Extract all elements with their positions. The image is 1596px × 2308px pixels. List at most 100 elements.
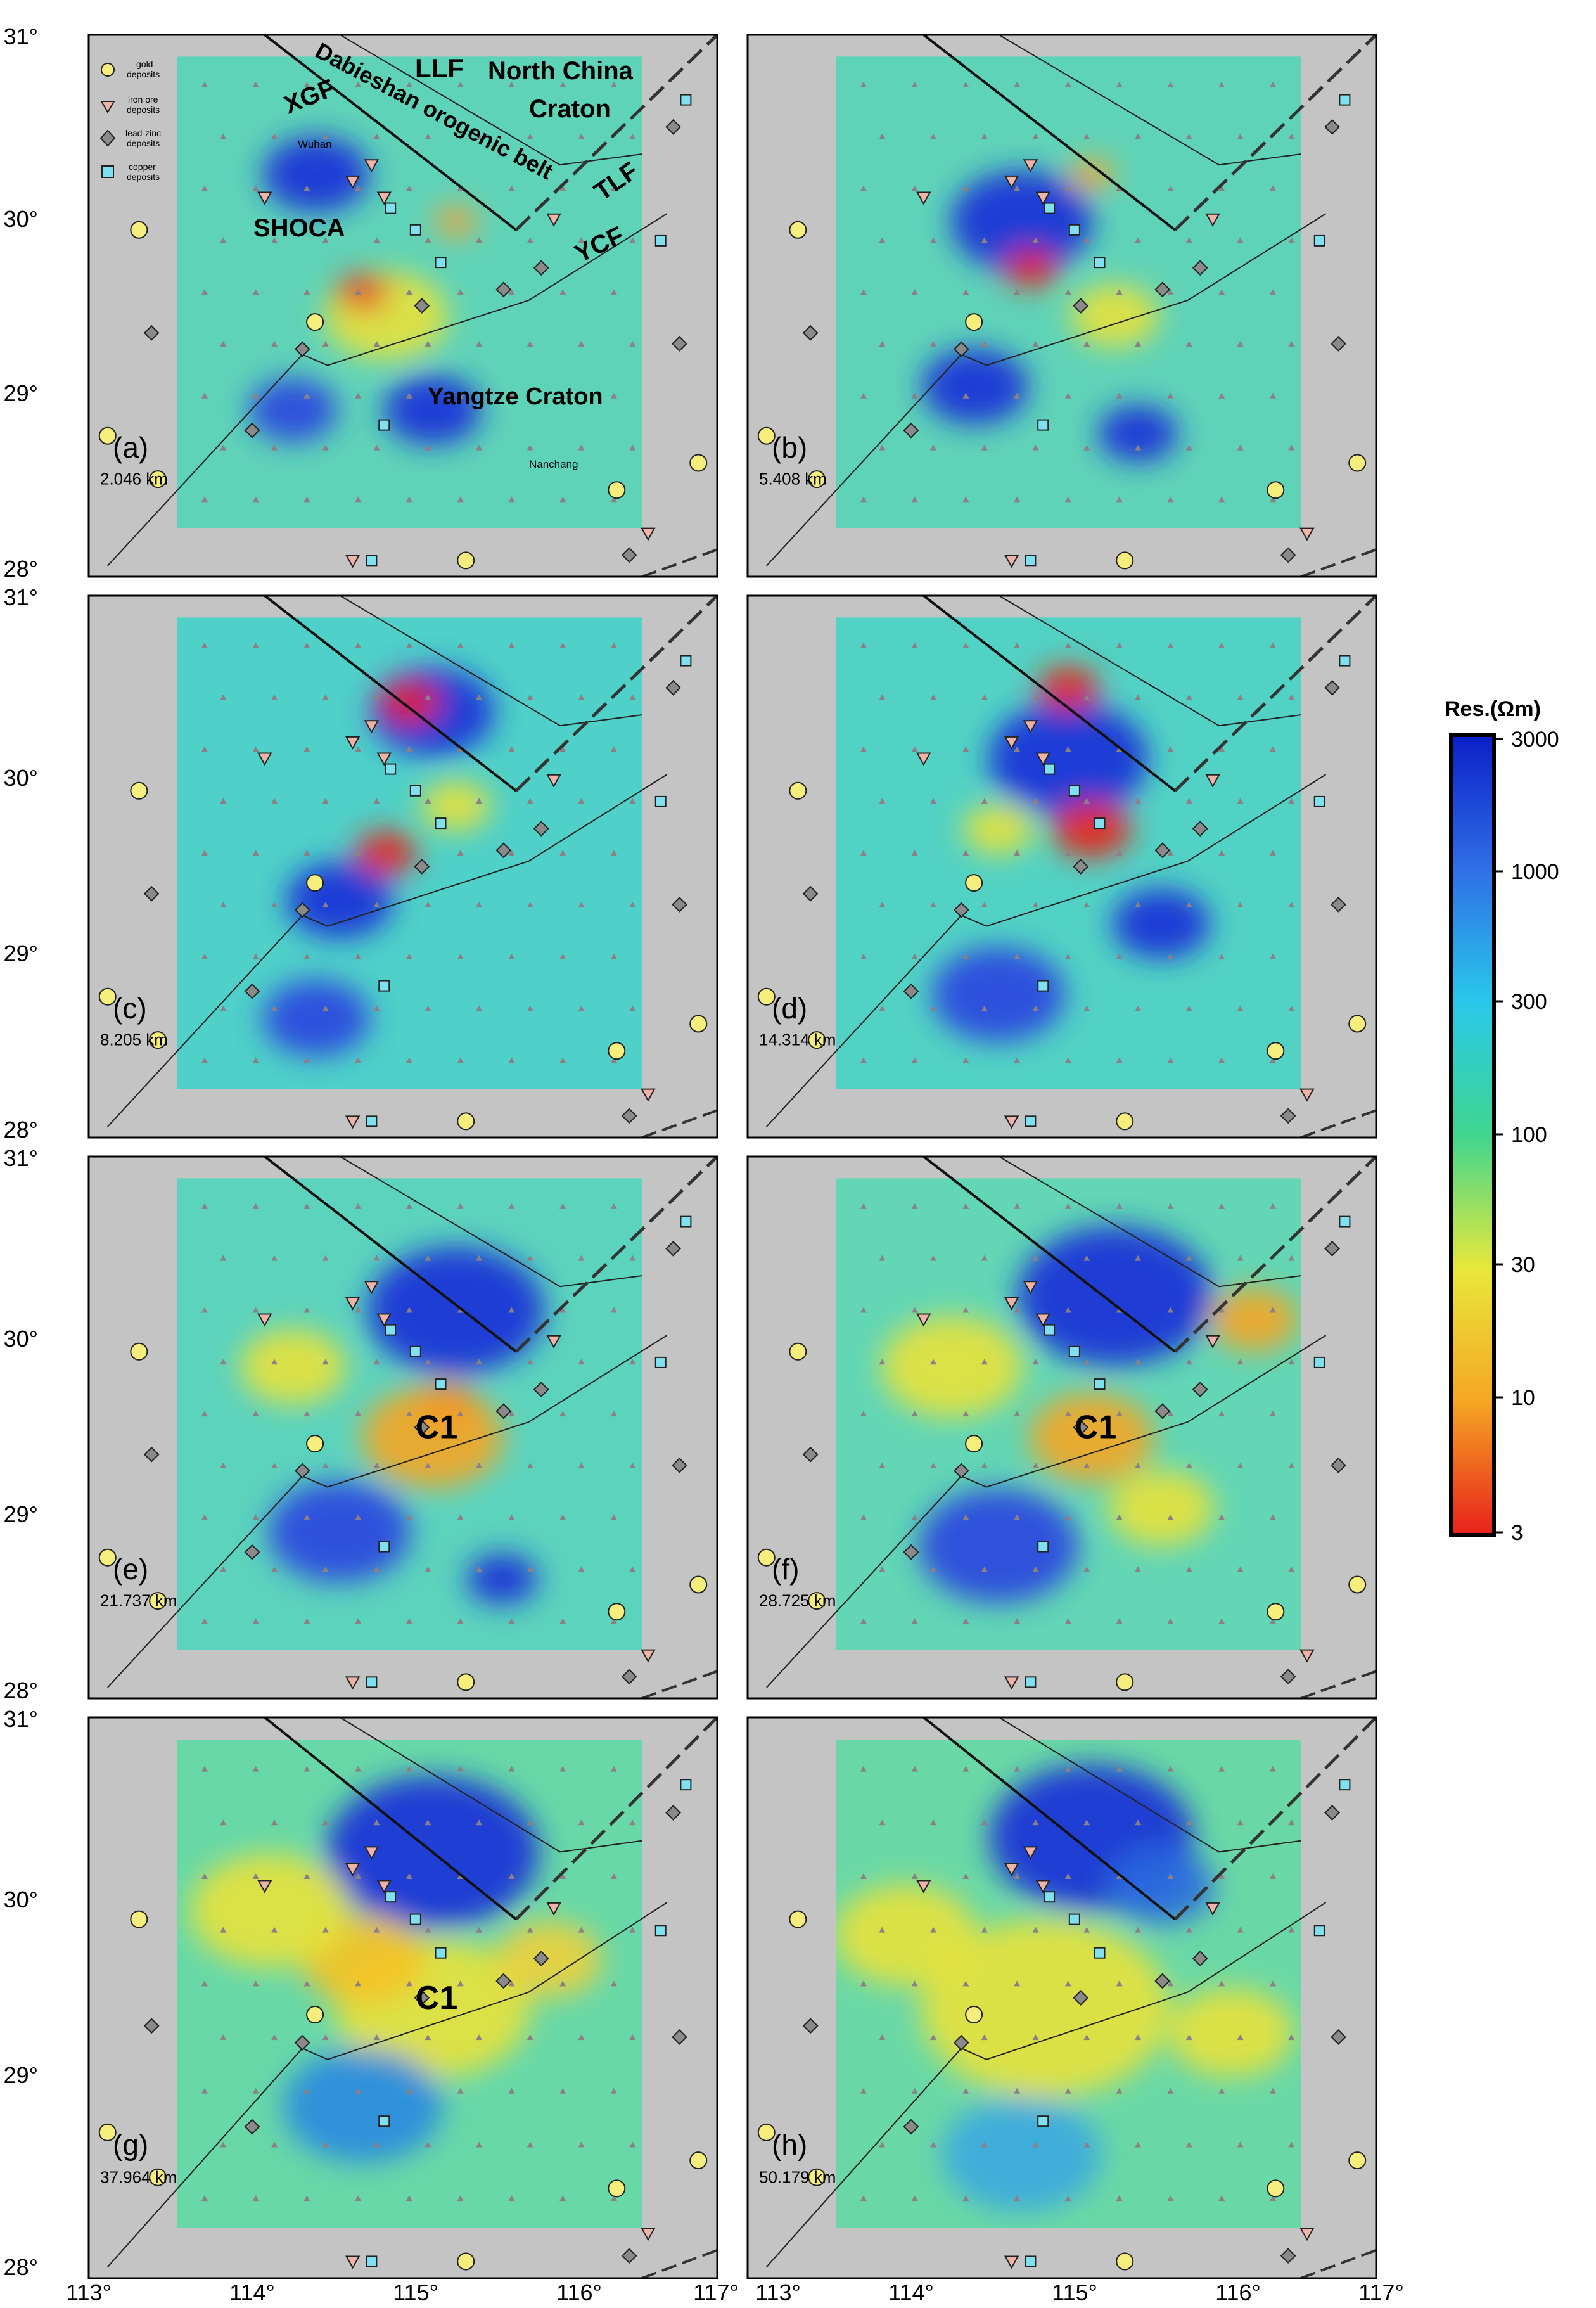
- map-frame: [746, 34, 1377, 578]
- station-marker: [610, 289, 617, 295]
- map-panel: (a) 2.046 km: [87, 34, 718, 578]
- resistivity-anomaly: [248, 378, 338, 442]
- station-marker: [355, 850, 362, 856]
- gold-deposit-marker: [689, 1015, 708, 1033]
- leadzinc-deposit-marker: [414, 1990, 430, 2006]
- iron-deposit-marker: [916, 752, 931, 766]
- station-marker: [1014, 1203, 1021, 1209]
- station-marker: [629, 444, 636, 451]
- station-marker: [220, 2034, 227, 2041]
- fault-line-xgf: [922, 1717, 1176, 1921]
- station-marker: [930, 2034, 937, 2041]
- colorbar-title: Res.(Ωm): [1445, 697, 1541, 721]
- copper-deposit-marker: [1037, 980, 1049, 992]
- station-marker: [373, 2034, 380, 2041]
- station-marker: [1135, 901, 1142, 907]
- lat-tick-31: 31°: [4, 584, 38, 610]
- fault-lines: [107, 1157, 717, 1698]
- iron-deposit-marker: [1035, 752, 1050, 766]
- station-marker: [629, 1255, 636, 1261]
- iron-deposit-marker: [345, 555, 361, 568]
- iron-deposit-legend-icon: [100, 101, 115, 113]
- fault-line-tlf: [514, 596, 717, 792]
- iron-deposit-marker: [1299, 1649, 1315, 1663]
- station-marker: [425, 2034, 431, 2041]
- station-marker: [1237, 2141, 1244, 2148]
- station-marker: [527, 1819, 533, 1826]
- station-marker: [1135, 798, 1142, 804]
- mineral-deposits: [757, 655, 1367, 1131]
- lon-tick-113: 113°: [66, 2279, 112, 2305]
- station-marker: [1288, 1359, 1295, 1365]
- station-marker: [1032, 237, 1039, 243]
- station-marker: [220, 133, 227, 139]
- station-marker: [1014, 1057, 1021, 1063]
- station-marker: [201, 289, 208, 295]
- station-marker: [962, 1873, 969, 1879]
- iron-deposit-marker: [1035, 1880, 1050, 1894]
- station-marker: [252, 1514, 259, 1520]
- fault-line-dashed: [1300, 1670, 1376, 1698]
- station-marker: [476, 1927, 483, 1933]
- station-marker: [405, 1411, 412, 1417]
- copper-deposit-marker: [680, 1779, 692, 1791]
- station-marker: [355, 496, 362, 503]
- lon-tick-115: 115°: [1052, 2279, 1097, 2305]
- station-marker: [252, 1873, 259, 1879]
- station-marker: [559, 1307, 566, 1313]
- station-marker: [252, 289, 259, 295]
- station-marker: [1064, 1514, 1071, 1520]
- leadzinc-deposit-marker: [903, 2119, 919, 2135]
- station-marker: [355, 1057, 362, 1063]
- fault-line-llf: [340, 35, 642, 166]
- station-marker: [508, 746, 515, 752]
- legend-iron-label-2: deposits: [127, 105, 160, 115]
- iron-deposit-marker: [345, 2255, 361, 2269]
- city-label-nanchang: Nanchang: [529, 458, 578, 470]
- station-marker: [303, 2087, 310, 2094]
- fault-line-llf: [999, 35, 1301, 166]
- station-marker: [1185, 444, 1192, 451]
- station-marker: [1083, 2034, 1090, 2041]
- station-marker: [425, 1255, 431, 1261]
- station-marker: [1269, 81, 1276, 87]
- station-marker: [405, 642, 412, 648]
- station-marker: [981, 901, 988, 907]
- leadzinc-deposit-marker: [143, 2018, 160, 2034]
- leadzinc-deposit-marker: [533, 260, 549, 276]
- leadzinc-deposit-marker: [1154, 281, 1171, 298]
- station-marker: [1014, 1307, 1021, 1313]
- station-marker: [860, 1411, 867, 1417]
- station-marker: [559, 2195, 566, 2202]
- station-marker: [303, 642, 310, 648]
- station-marker: [962, 642, 969, 648]
- station-marker: [1185, 1462, 1192, 1468]
- colorbar-tick-label: 3: [1511, 1521, 1523, 1545]
- station-marker: [1064, 81, 1071, 87]
- station-marker: [373, 1005, 380, 1011]
- station-marker: [405, 1514, 412, 1520]
- station-marker: [911, 746, 918, 752]
- lon-tick-117: 117°: [1358, 2279, 1404, 2305]
- resistivity-anomaly: [918, 1489, 1078, 1603]
- copper-deposit-marker: [1094, 1378, 1106, 1390]
- station-marker: [981, 1927, 988, 1933]
- station-marker: [1218, 953, 1225, 959]
- station-marker: [303, 1307, 310, 1313]
- station-marker: [457, 1411, 464, 1417]
- station-marker: [252, 81, 259, 87]
- map-panel: (d) 14.314 km: [746, 594, 1377, 1139]
- lon-tick-116: 116°: [556, 2279, 602, 2305]
- station-marker: [1185, 133, 1192, 139]
- iron-deposit-marker: [345, 736, 361, 750]
- station-marker: [373, 237, 380, 243]
- station-marker: [1288, 1566, 1295, 1572]
- station-marker: [1135, 1927, 1142, 1933]
- station-marker: [911, 850, 918, 856]
- copper-deposit-marker: [435, 1947, 447, 1959]
- iron-deposit-marker: [916, 1313, 931, 1327]
- station-marker: [373, 1255, 380, 1261]
- map-frame: [87, 1716, 718, 2279]
- copper-deposit-marker: [1025, 555, 1037, 567]
- station-marker: [911, 1618, 918, 1624]
